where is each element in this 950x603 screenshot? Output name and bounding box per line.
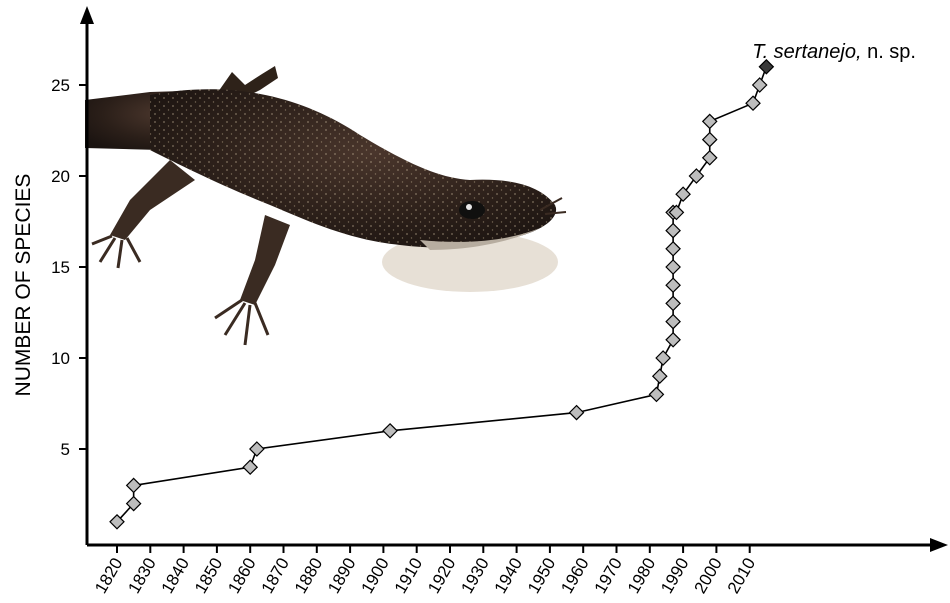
x-tick-label: 1970 [591,555,626,597]
series-markers [109,58,775,530]
x-tick-label: 1960 [557,555,592,597]
x-tick-label: 1940 [491,555,526,597]
y-ticks: 5 10 15 20 25 [51,76,87,459]
data-point [665,277,681,294]
x-tick-label: 1900 [357,555,392,597]
y-tick-label: 25 [51,76,70,95]
y-tick-label: 20 [51,167,70,186]
x-tick-label: 1910 [391,555,426,597]
y-tick-label: 15 [51,258,70,277]
data-point [665,295,681,312]
x-tick-label: 1870 [258,555,293,597]
data-point [701,131,718,148]
annotation-species-name: T. sertanejo, [752,41,861,63]
x-tick-label: 1980 [624,555,659,597]
data-point [242,459,259,476]
data-point [665,240,681,257]
data-point [125,495,142,512]
axes [80,6,948,552]
data-point [651,368,668,385]
data-point [668,204,685,221]
x-axis-arrow [930,538,948,552]
x-tick-label: 1840 [158,555,193,597]
data-point [655,350,671,366]
data-point [665,222,681,239]
lizard-photo [85,66,567,346]
x-tick-label: 1830 [124,555,159,597]
x-tick-label: 1880 [291,555,326,597]
x-tick-label: 1990 [657,555,692,597]
x-ticks: 1820183018401850186018701880189019001910… [91,545,759,597]
data-point [125,477,142,494]
x-tick-label: 1920 [424,555,459,597]
data-point [745,95,761,112]
data-point [648,386,665,403]
x-tick-label: 2000 [690,555,725,597]
y-axis-label: NUMBER OF SPECIES [12,174,35,397]
x-tick-label: 1860 [224,555,259,597]
y-tick-label: 5 [61,440,70,459]
data-point [665,259,681,275]
data-point [701,113,718,130]
x-tick-label: 2010 [724,555,759,597]
x-tick-label: 1820 [91,555,126,597]
x-tick-label: 1890 [324,555,359,597]
data-point [701,149,718,166]
annotation: T. sertanejo, n. sp. [752,41,916,63]
data-point [688,168,705,184]
x-tick-label: 1950 [524,555,559,597]
data-point [675,186,691,203]
data-point [568,404,585,421]
y-tick-label: 10 [51,349,70,368]
annotation-suffix: n. sp. [862,41,916,63]
data-point [109,513,125,530]
y-axis-arrow [80,6,94,24]
data-point [249,441,265,457]
highlight-data-point [758,58,775,75]
data-point [665,331,681,348]
data-point [382,422,398,439]
x-tick-label: 1850 [191,555,226,597]
x-tick-label: 1930 [457,555,492,597]
data-point [751,77,768,93]
data-point [665,313,681,330]
